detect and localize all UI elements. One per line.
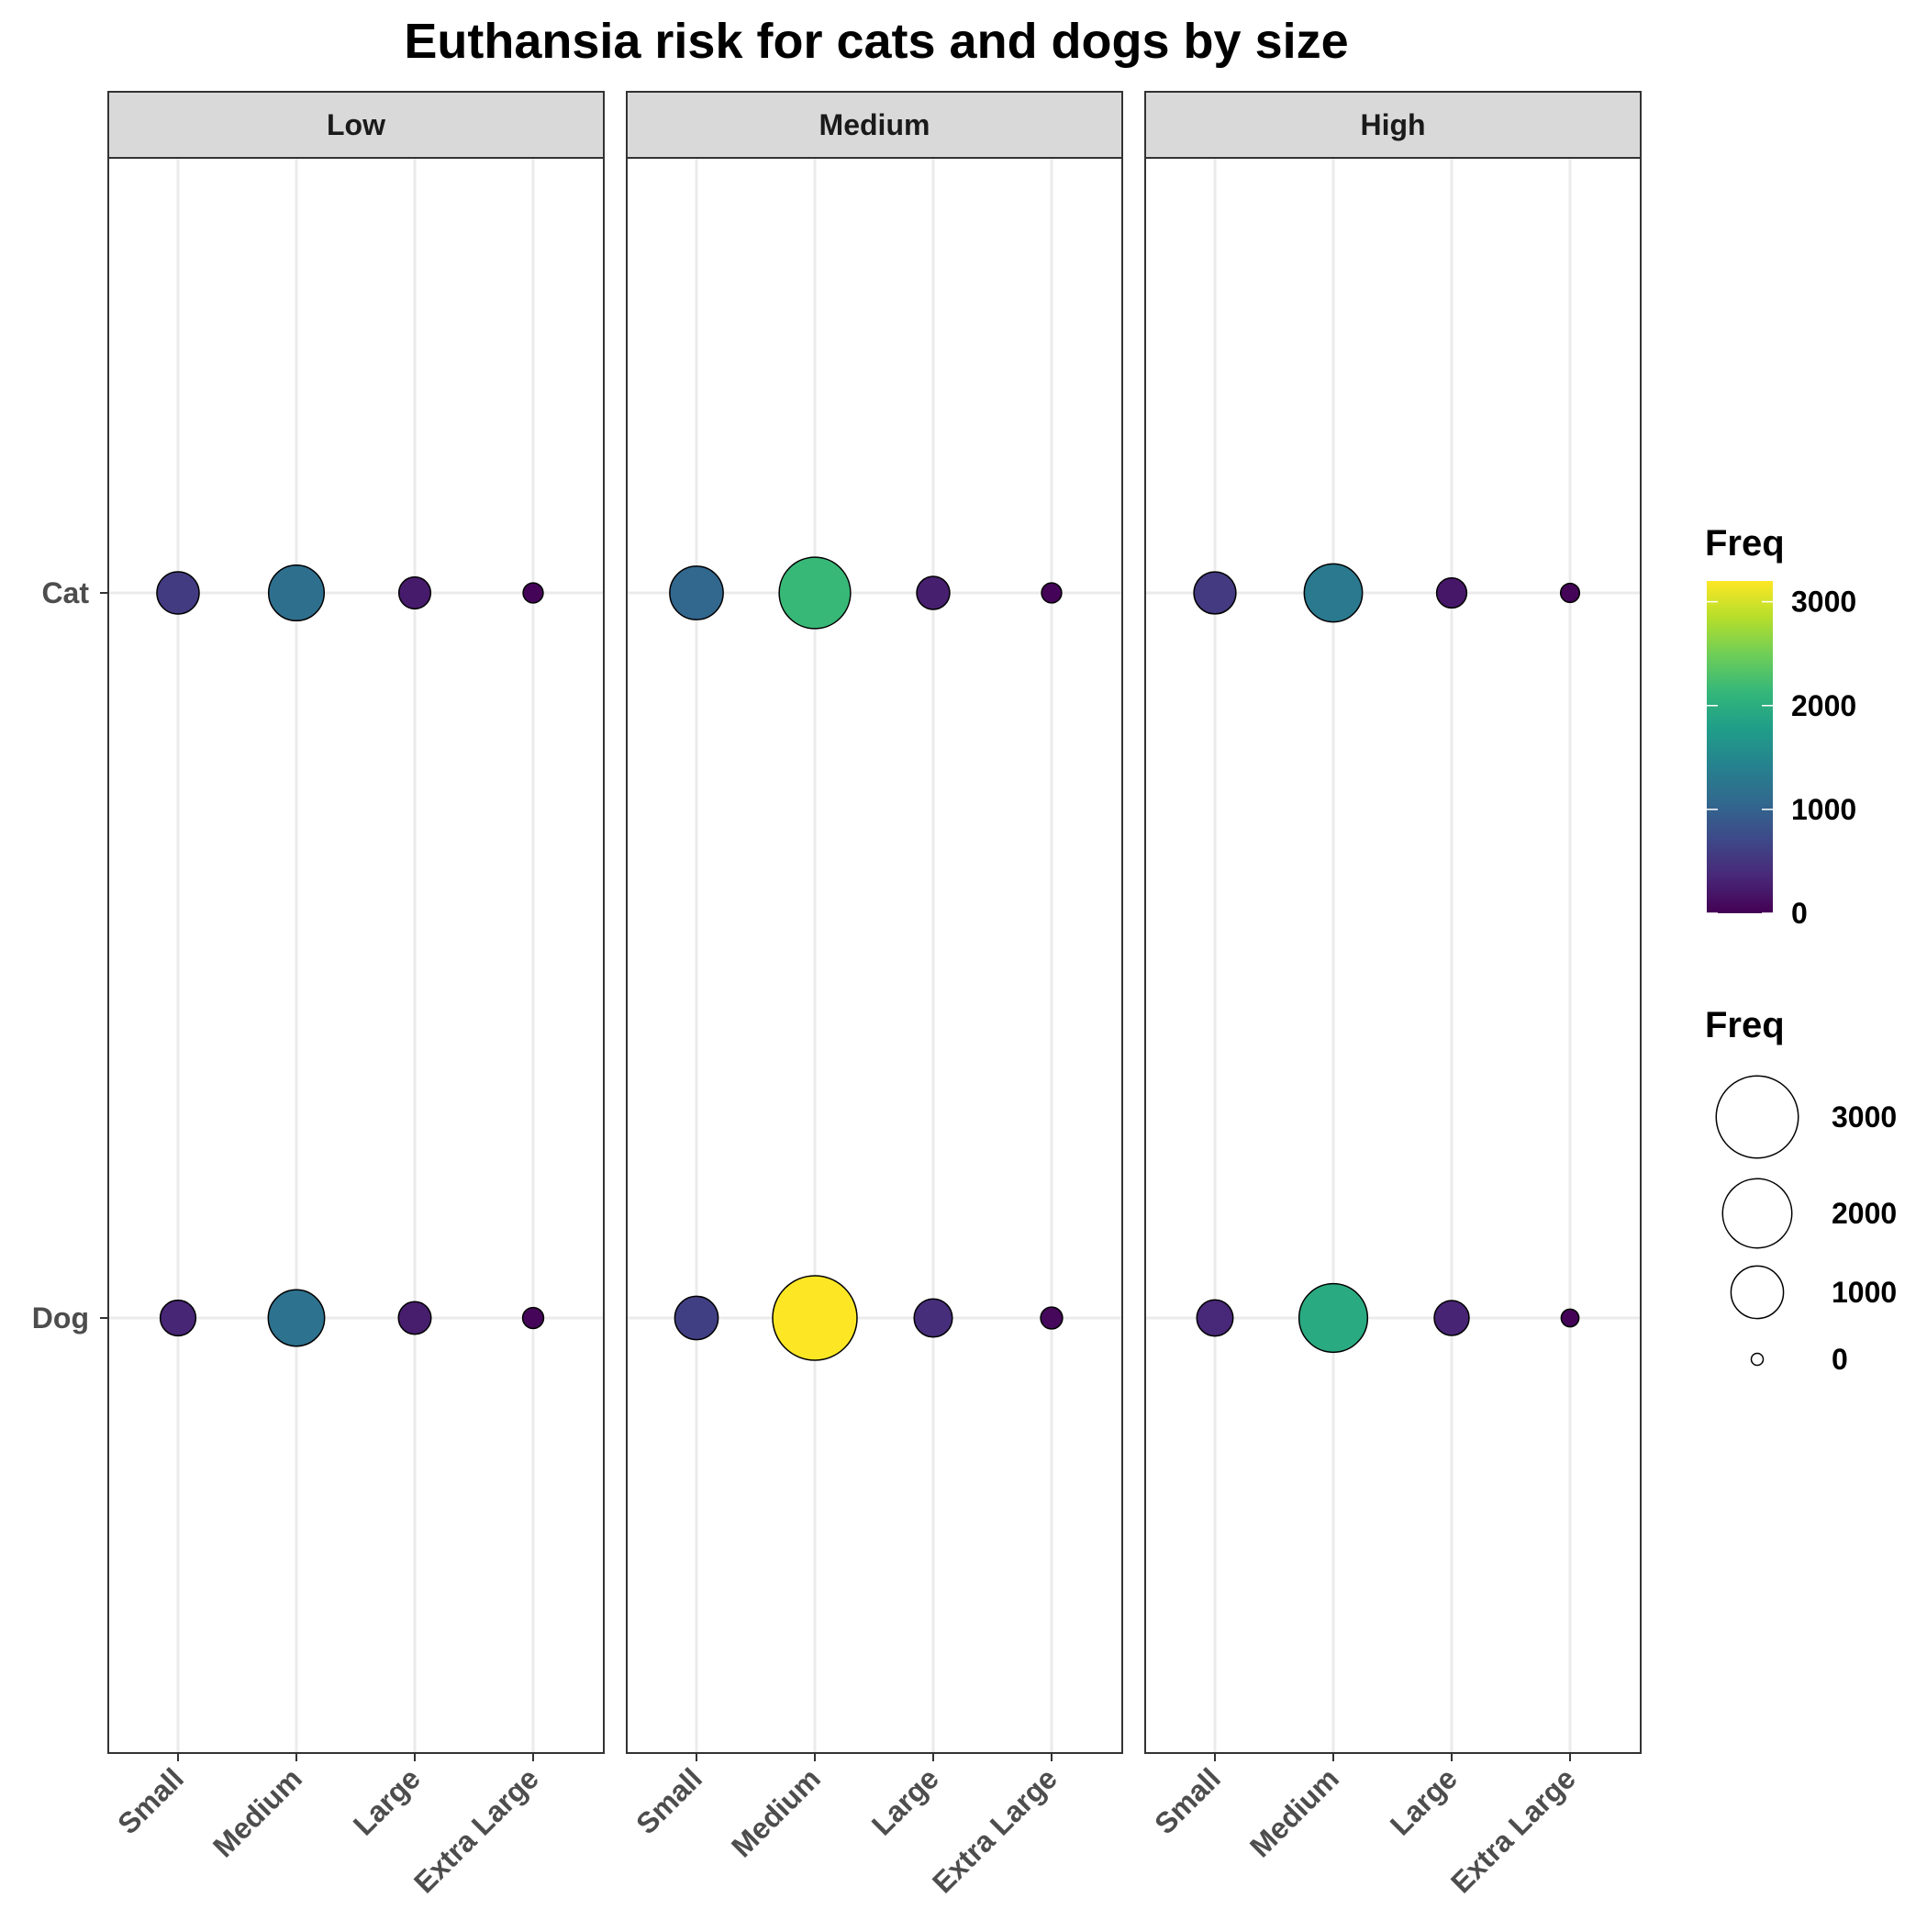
size-legend-key-0 <box>1750 1352 1765 1367</box>
color-legend-label-3000: 3000 <box>1791 586 1856 619</box>
x-tick-label-high-large: Large <box>1384 1761 1464 1841</box>
color-legend-bar <box>1707 581 1773 913</box>
color-legend-title: Freq <box>1705 523 1785 564</box>
x-tick-label-medium-large: Large <box>865 1761 945 1841</box>
size-legend-label-3000: 3000 <box>1832 1100 1897 1134</box>
point-low-dog-large <box>397 1301 432 1335</box>
size-legend-label-1000: 1000 <box>1832 1276 1897 1309</box>
point-medium-dog-medium <box>772 1275 858 1361</box>
chart-title: Euthansia risk for cats and dogs by size <box>404 14 1349 69</box>
x-tick-label-low-small: Small <box>111 1761 190 1840</box>
y-tick-label-dog: Dog <box>32 1301 89 1335</box>
point-medium-cat-extra-large <box>1041 582 1063 604</box>
point-high-cat-extra-large <box>1559 582 1581 604</box>
plot-area-medium <box>627 158 1122 1753</box>
point-high-dog-extra-large <box>1560 1308 1580 1328</box>
panel-border-high <box>1144 157 1642 1754</box>
point-low-cat-extra-large <box>522 582 544 604</box>
color-legend-label-2000: 2000 <box>1791 689 1856 722</box>
size-legend-title: Freq <box>1705 1005 1785 1045</box>
size-legend-label-0: 0 <box>1832 1343 1848 1376</box>
point-low-dog-small <box>159 1299 197 1337</box>
plot-area-high <box>1145 158 1641 1753</box>
facet-strip-medium <box>626 91 1123 159</box>
point-low-dog-medium <box>267 1289 326 1347</box>
facet-label-medium: Medium <box>819 108 930 141</box>
x-tick-label-medium-small: Small <box>629 1761 708 1840</box>
point-low-cat-medium <box>267 564 326 622</box>
x-tick-label-medium-medium: Medium <box>725 1761 827 1863</box>
size-legend-key-2000 <box>1721 1178 1793 1249</box>
point-high-dog-large <box>1433 1300 1470 1336</box>
point-medium-cat-small <box>669 565 724 620</box>
x-tick-label-medium-extra-large: Extra Large <box>926 1761 1064 1899</box>
point-low-cat-small <box>156 571 200 615</box>
y-tick-label-cat: Cat <box>41 576 89 609</box>
facet-label-high: High <box>1360 108 1425 141</box>
x-tick-label-low-medium: Medium <box>206 1761 308 1863</box>
point-high-dog-small <box>1196 1299 1234 1337</box>
x-tick-label-high-small: Small <box>1148 1761 1227 1840</box>
color-legend-label-1000: 1000 <box>1791 793 1856 826</box>
point-medium-dog-extra-large <box>1040 1306 1064 1330</box>
x-tick-label-low-large: Large <box>347 1761 427 1841</box>
facet-label-low: Low <box>327 108 385 141</box>
point-high-dog-medium <box>1298 1282 1369 1354</box>
point-medium-dog-large <box>913 1298 953 1338</box>
point-low-cat-large <box>397 575 432 610</box>
panel-border-medium <box>626 157 1123 1754</box>
plot-area-low <box>108 158 604 1753</box>
point-medium-dog-small <box>674 1295 719 1341</box>
size-legend-label-2000: 2000 <box>1832 1197 1897 1230</box>
size-legend-key-3000 <box>1715 1075 1799 1159</box>
point-medium-cat-large <box>916 575 951 610</box>
facet-strip-high <box>1144 91 1642 159</box>
x-tick-label-high-extra-large: Extra Large <box>1444 1761 1582 1899</box>
point-high-cat-small <box>1193 571 1237 615</box>
point-high-cat-medium <box>1303 563 1364 623</box>
x-tick-label-low-extra-large: Extra Large <box>407 1761 545 1899</box>
point-low-dog-extra-large <box>521 1306 545 1330</box>
point-high-cat-large <box>1435 576 1468 609</box>
color-legend-label-0: 0 <box>1791 897 1808 930</box>
size-legend-key-1000 <box>1730 1265 1785 1320</box>
x-tick-label-high-medium: Medium <box>1243 1761 1345 1863</box>
facet-strip-low <box>107 91 605 159</box>
point-medium-cat-medium <box>778 556 852 630</box>
panel-border-low <box>107 157 605 1754</box>
